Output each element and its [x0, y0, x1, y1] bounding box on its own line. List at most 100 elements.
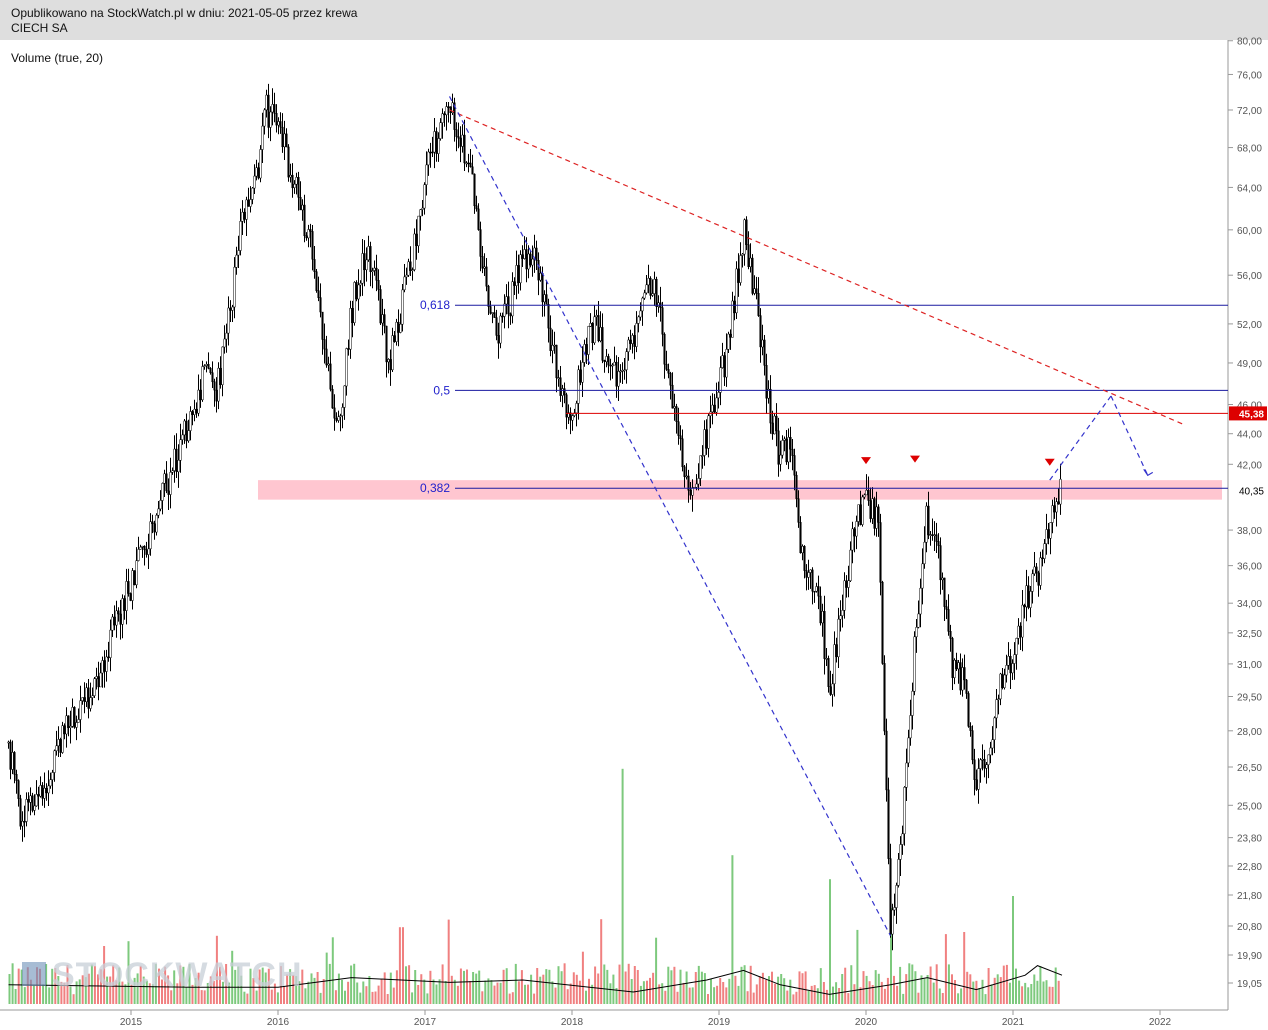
candle-body [205, 364, 208, 366]
candle-body [319, 297, 322, 313]
volume-bar [304, 988, 307, 1004]
volume-bar [255, 990, 258, 1004]
candle-body [135, 560, 138, 586]
candle-body [639, 310, 642, 318]
candle-body [299, 197, 302, 211]
candle-body [651, 293, 654, 296]
candle-body [913, 636, 916, 692]
y-tick-label: 25,00 [1237, 801, 1262, 812]
candle-body [553, 344, 556, 347]
candle-body [485, 266, 488, 287]
trend-line [1110, 395, 1149, 476]
candle-body [811, 569, 814, 592]
candle-body [353, 282, 356, 323]
volume-bar [810, 985, 813, 1004]
candle-body [169, 472, 172, 495]
volume-bar [798, 971, 801, 1004]
candle-body [245, 199, 248, 220]
volume-bar [594, 966, 597, 1004]
candle-body [1009, 656, 1012, 674]
candle-body [37, 794, 40, 797]
volume-bar [975, 980, 978, 1004]
candle-body [1031, 573, 1034, 592]
volume-bar [768, 976, 770, 1004]
candle-body [391, 335, 394, 371]
candle-body [75, 722, 78, 728]
volume-bar [978, 988, 981, 1004]
candle-body [969, 726, 972, 731]
red-marker [910, 455, 920, 463]
candle-body [497, 335, 500, 344]
candle-body [633, 335, 636, 347]
candle-body [697, 478, 700, 485]
candle-body [421, 207, 424, 210]
volume-bar [32, 985, 35, 1004]
candle-body [711, 404, 714, 413]
volume-bar [380, 979, 383, 1004]
candle-body [227, 307, 230, 334]
volume-bar [219, 966, 221, 1004]
candle-body [941, 577, 944, 581]
candle-body [87, 687, 90, 709]
volume-bar [920, 975, 923, 1004]
candle-body [267, 94, 270, 128]
candle-body [585, 344, 588, 355]
volume-bar [511, 992, 514, 1004]
candle-body [187, 430, 190, 442]
candle-body [117, 610, 120, 615]
volume-bar [764, 979, 767, 1004]
candle-body [471, 166, 474, 175]
candle-body [307, 229, 310, 239]
candle-body [737, 268, 740, 283]
current-price-badge [1229, 483, 1267, 498]
resistance-price-badge [1229, 406, 1267, 421]
volume-bar [1012, 896, 1014, 1004]
candle-body [849, 549, 852, 581]
candle-body [937, 541, 940, 546]
y-tick-label: 19,05 [1237, 979, 1262, 990]
volume-bar [679, 969, 682, 1004]
candle-body [493, 312, 496, 318]
candle-body [21, 821, 24, 827]
volume-bar [548, 969, 551, 1004]
trend-arrow-head [1143, 469, 1154, 477]
candle-body [101, 660, 104, 674]
candle-body [465, 162, 468, 165]
candle-body [1057, 501, 1060, 505]
candle-body [249, 199, 252, 207]
y-tick-label: 32,50 [1237, 629, 1262, 640]
candle-body [545, 294, 548, 305]
candle-body [47, 785, 50, 794]
volume-bar [865, 975, 868, 1004]
candle-body [679, 435, 682, 440]
candle-body [305, 235, 308, 239]
candle-body [589, 323, 592, 327]
candle-body [997, 698, 1000, 701]
volume-bar [755, 984, 758, 1004]
candle-body [953, 659, 956, 678]
red-marker [861, 457, 871, 465]
volume-bar [14, 989, 17, 1004]
candle-body [789, 437, 792, 450]
candle-body [375, 267, 378, 281]
candle-body [43, 787, 46, 799]
candle-body [993, 717, 996, 740]
candle-body [839, 615, 842, 620]
candle-body [401, 289, 404, 325]
volume-bar [554, 987, 557, 1004]
candle-body [477, 208, 480, 230]
volume-bar [374, 991, 377, 1004]
candle-body [643, 292, 646, 299]
volume-bar [734, 975, 737, 1004]
candle-body [613, 361, 616, 366]
candle-body [977, 768, 980, 790]
candle-body [981, 758, 984, 761]
y-tick-label: 42,00 [1237, 460, 1262, 471]
volume-bar [383, 972, 386, 1004]
candle-body [103, 660, 106, 672]
x-tick-label: 2016 [267, 1017, 290, 1028]
candle-body [657, 302, 660, 307]
candle-body [1055, 501, 1058, 513]
candle-body [731, 300, 734, 338]
